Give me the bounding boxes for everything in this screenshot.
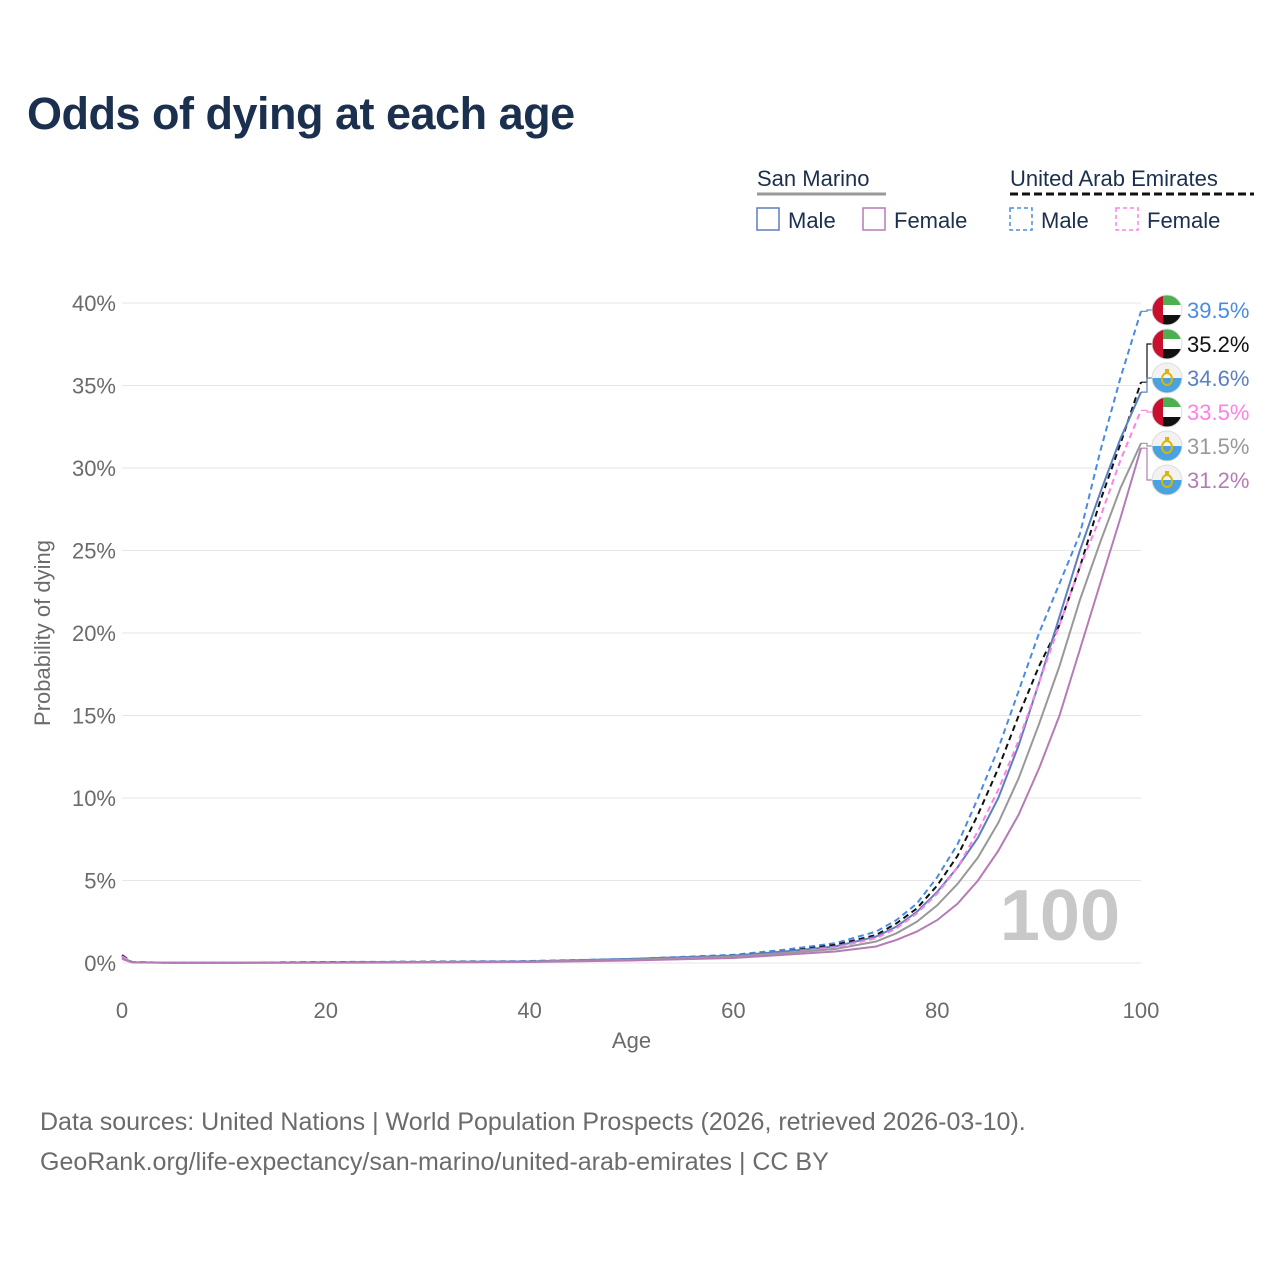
end-label-connector (1141, 309, 1155, 312)
y-tick-label: 20% (72, 621, 116, 646)
legend-swatch (862, 207, 886, 231)
end-value-label: 39.5% (1187, 298, 1249, 323)
x-tick-label: 40 (517, 998, 541, 1023)
end-label-connector (1141, 343, 1155, 383)
end-value-label: 31.2% (1187, 468, 1249, 493)
end-label-connector (1141, 409, 1155, 413)
y-tick-label: 35% (72, 374, 116, 399)
series-line (121, 391, 1142, 964)
x-tick-label: 60 (721, 998, 745, 1023)
y-tick-label: 15% (72, 704, 116, 729)
y-tick-label: 10% (72, 786, 116, 811)
y-tick-label: 5% (84, 869, 116, 894)
series-line (121, 442, 1142, 964)
age-watermark: 100 (1000, 876, 1120, 956)
source-url[interactable]: GeoRank.org/life-expectancy/san-marino/u… (40, 1148, 829, 1176)
end-value-label: 33.5% (1187, 400, 1249, 425)
data-source-note: Data sources: United Nations | World Pop… (40, 1108, 1026, 1136)
series-line (121, 311, 1142, 964)
uae-flag-icon (1151, 294, 1183, 326)
end-value-label: 34.6% (1187, 366, 1249, 391)
san-marino-flag-icon (1151, 362, 1183, 394)
y-axis-title: Probability of dying (30, 540, 55, 726)
end-label-connector (1141, 377, 1155, 393)
y-tick-label: 25% (72, 539, 116, 564)
x-tick-label: 100 (1123, 998, 1160, 1023)
series-line (121, 381, 1142, 964)
end-label-connector (1141, 447, 1155, 481)
uae-flag-icon (1151, 396, 1183, 428)
uae-flag-icon (1151, 328, 1183, 360)
san-marino-flag-icon (1151, 464, 1183, 496)
end-label-connector (1141, 442, 1155, 447)
x-tick-label: 0 (116, 998, 128, 1023)
legend-item-label: Female (1147, 208, 1220, 233)
x-tick-label: 20 (314, 998, 338, 1023)
legend-swatch (1115, 207, 1139, 231)
x-tick-label: 80 (925, 998, 949, 1023)
legend-item-label: Male (788, 208, 836, 233)
y-tick-label: 0% (84, 951, 116, 976)
legend-swatch (1009, 207, 1033, 231)
x-axis-title: Age (612, 1028, 651, 1053)
san-marino-flag-icon (1151, 430, 1183, 462)
end-value-label: 31.5% (1187, 434, 1249, 459)
y-tick-label: 30% (72, 456, 116, 481)
series-line (121, 409, 1142, 964)
series-line (121, 447, 1142, 964)
legend-item-label: Female (894, 208, 967, 233)
legend-group-title: United Arab Emirates (1010, 166, 1218, 191)
y-tick-label: 40% (72, 291, 116, 316)
legend-swatch (756, 207, 780, 231)
legend-group-title: San Marino (757, 166, 870, 191)
legend-item-label: Male (1041, 208, 1089, 233)
end-value-label: 35.2% (1187, 332, 1249, 357)
chart-title: Odds of dying at each age (27, 88, 575, 139)
